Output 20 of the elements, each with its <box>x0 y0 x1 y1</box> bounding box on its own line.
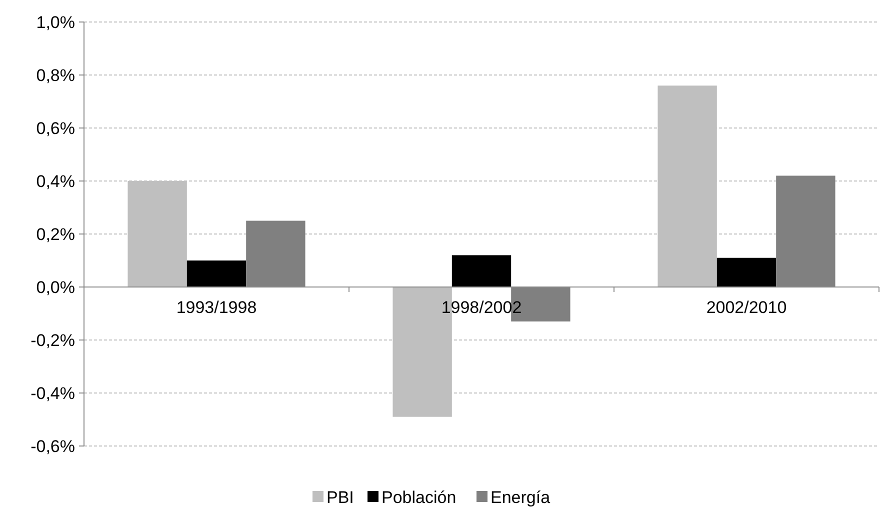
y-tick-label: -0,4% <box>30 384 75 403</box>
y-tick-label: 0,2% <box>36 224 75 244</box>
bar <box>716 258 776 287</box>
legend-label: Población <box>382 488 456 507</box>
x-tick-label: 1993/1998 <box>176 298 257 317</box>
y-tick-label: 1,0% <box>36 12 75 32</box>
y-tick-label: 0,8% <box>36 66 75 85</box>
x-tick-label: 2002/2010 <box>706 298 787 317</box>
y-tick-label: 0,6% <box>36 118 75 138</box>
y-tick-label: -0,6% <box>30 436 75 456</box>
legend-label: Energía <box>490 488 551 507</box>
y-tick-label: 0,4% <box>36 172 75 191</box>
legend-label: PBI <box>326 488 354 507</box>
y-tick-label: -0,2% <box>30 330 75 350</box>
bar <box>128 181 187 287</box>
x-tick-label: 1998/2002 <box>441 298 522 317</box>
bar <box>452 255 512 287</box>
bar <box>658 86 717 287</box>
y-tick-label: 0,0% <box>36 278 75 297</box>
bar <box>186 260 246 287</box>
